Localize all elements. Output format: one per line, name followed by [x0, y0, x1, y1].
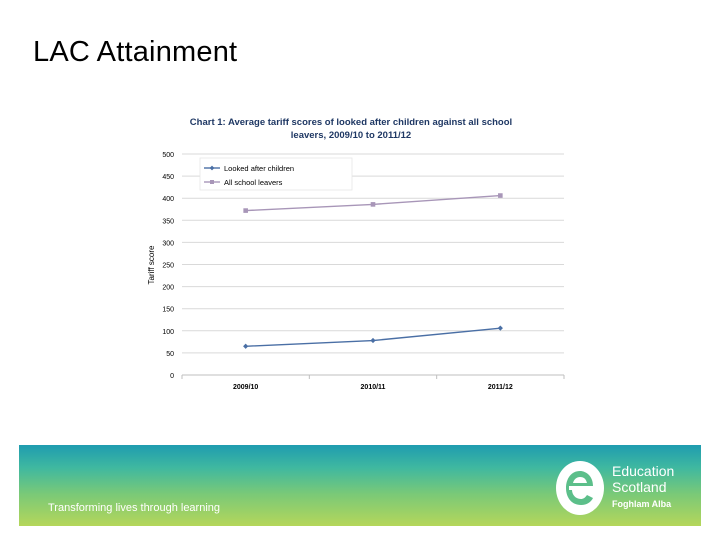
y-tick-label: 200	[162, 285, 174, 292]
education-scotland-logo: Education Scotland Foghlam Alba	[555, 459, 695, 517]
y-tick-label: 0	[170, 373, 174, 380]
logo-text-scotland: Scotland	[612, 479, 667, 495]
y-tick-label: 450	[162, 174, 174, 181]
data-point	[497, 325, 503, 331]
y-tick-label: 500	[162, 152, 174, 159]
footer-tagline: Transforming lives through learning	[48, 502, 221, 514]
x-tick-label: 2009/10	[233, 384, 258, 391]
chart-title-line1: Chart 1: Average tariff scores of looked…	[190, 117, 512, 128]
x-tick-label: 2011/12	[488, 384, 513, 391]
data-point	[243, 343, 249, 349]
footer-band: Transforming lives through learning Educ…	[19, 445, 701, 526]
x-tick-label: 2010/11	[361, 384, 386, 391]
y-tick-label: 350	[162, 218, 174, 225]
data-point	[370, 202, 376, 207]
legend-marker	[209, 165, 215, 171]
chart: Chart 1: Average tariff scores of looked…	[140, 108, 580, 398]
legend-label: Looked after children	[224, 164, 294, 173]
y-tick-label: 250	[162, 263, 174, 270]
slide-title: LAC Attainment	[33, 36, 238, 68]
data-point	[243, 208, 248, 213]
legend-box	[199, 157, 353, 191]
legend-marker	[210, 180, 214, 184]
y-tick-label: 150	[162, 307, 174, 314]
logo-text-foghlam-alba: Foghlam Alba	[612, 499, 672, 509]
logo-e-icon	[556, 461, 604, 515]
chart-title-line2: leavers, 2009/10 to 2011/12	[291, 130, 411, 141]
y-axis-label: Tariff score	[147, 245, 156, 285]
data-point	[498, 193, 503, 198]
y-tick-label: 400	[162, 196, 174, 203]
data-point	[370, 337, 376, 344]
y-tick-label: 50	[166, 351, 174, 358]
legend-label: All school leavers	[224, 178, 283, 187]
chart-svg: Chart 1: Average tariff scores of looked…	[147, 117, 565, 391]
y-tick-label: 100	[162, 329, 174, 336]
logo-text-education: Education	[612, 463, 675, 479]
y-tick-label: 300	[162, 240, 174, 247]
